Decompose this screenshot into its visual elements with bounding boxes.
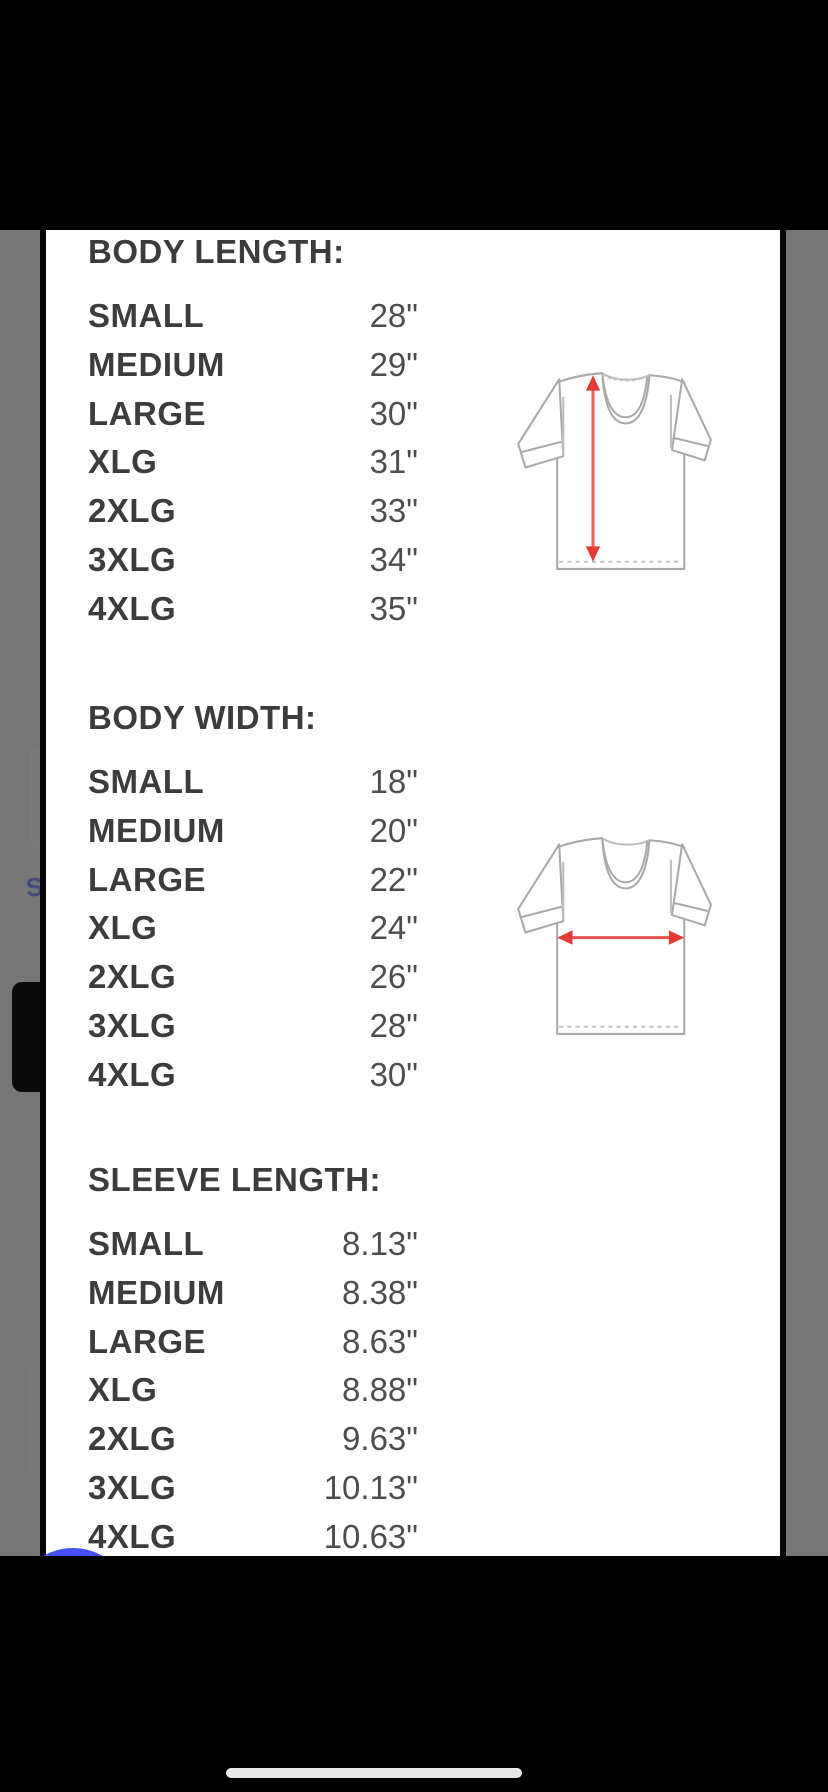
- size-label: XLG: [88, 443, 158, 481]
- size-row: SMALL 28": [46, 292, 686, 341]
- size-label: 4XLG: [88, 1055, 177, 1093]
- section-rows: SMALL 8.13" MEDIUM 8.38" LARGE 8.63" XLG…: [46, 1220, 686, 1562]
- section-heading: BODY LENGTH:: [88, 233, 345, 270]
- size-chart-modal: ✕ BODY LENGTH: SMALL 28" MEDIUM 29" LARG…: [40, 194, 786, 1792]
- size-value: 24": [369, 909, 418, 947]
- size-row: LARGE 8.63": [46, 1318, 686, 1367]
- size-value: 30": [369, 1055, 418, 1093]
- size-row: LARGE 30": [46, 390, 686, 439]
- size-row: 2XLG 26": [46, 953, 686, 1002]
- size-row: 4XLG 35": [46, 585, 686, 634]
- tshirt-body-width-illustration: [510, 831, 715, 1036]
- size-row: MEDIUM 8.38": [46, 1269, 686, 1318]
- size-row: MEDIUM 29": [46, 341, 686, 390]
- top-black-band: [0, 0, 828, 230]
- size-row: SMALL 18": [46, 758, 686, 807]
- size-value: 29": [369, 345, 418, 383]
- section-heading: BODY WIDTH:: [88, 699, 317, 736]
- size-row: XLG 8.88": [46, 1366, 686, 1415]
- size-label: 3XLG: [88, 540, 177, 578]
- size-value: 8.38": [342, 1273, 418, 1311]
- size-label: XLG: [88, 1371, 158, 1409]
- size-label: 2XLG: [88, 1420, 177, 1458]
- section-rows: SMALL 28" MEDIUM 29" LARGE 30" XLG 31" 2…: [46, 292, 686, 634]
- size-value: 8.88": [342, 1371, 418, 1409]
- size-value: 28": [369, 297, 418, 334]
- size-value: 18": [369, 763, 418, 800]
- size-value: 9.63": [342, 1420, 418, 1458]
- size-value: 10.63": [323, 1517, 418, 1555]
- size-value: 20": [369, 811, 418, 849]
- size-value: 8.63": [342, 1322, 418, 1360]
- size-label: MEDIUM: [88, 345, 225, 383]
- size-value: 30": [369, 394, 418, 432]
- size-label: SMALL: [88, 297, 205, 334]
- size-label: SMALL: [88, 1225, 205, 1262]
- size-value: 8.13": [342, 1225, 418, 1262]
- size-row: SMALL 8.13": [46, 1220, 686, 1269]
- home-indicator[interactable]: [226, 1768, 522, 1778]
- size-value: 28": [369, 1006, 418, 1044]
- bottom-black-band: [0, 1556, 828, 1792]
- size-row: LARGE 22": [46, 856, 686, 905]
- size-value: 10.13": [323, 1468, 418, 1506]
- size-value: 22": [369, 860, 418, 898]
- size-label: SMALL: [88, 763, 205, 800]
- section-heading: SLEEVE LENGTH:: [88, 1161, 382, 1198]
- size-label: MEDIUM: [88, 1273, 225, 1311]
- tshirt-body-length-illustration: [510, 366, 715, 571]
- size-label: LARGE: [88, 394, 206, 432]
- size-label: 4XLG: [88, 589, 177, 627]
- size-value: 26": [369, 958, 418, 996]
- size-row: 3XLG 34": [46, 536, 686, 585]
- size-label: 2XLG: [88, 958, 177, 996]
- size-label: LARGE: [88, 860, 206, 898]
- section-rows: SMALL 18" MEDIUM 20" LARGE 22" XLG 24" 2…: [46, 758, 686, 1100]
- size-label: 2XLG: [88, 492, 177, 530]
- size-row: 3XLG 10.13": [46, 1464, 686, 1513]
- size-row: 4XLG 30": [46, 1051, 686, 1100]
- size-value: 33": [369, 492, 418, 530]
- size-row: XLG 24": [46, 904, 686, 953]
- size-label: 3XLG: [88, 1468, 177, 1506]
- size-row: 3XLG 28": [46, 1002, 686, 1051]
- size-row: 4XLG 10.63": [46, 1513, 686, 1562]
- size-value: 34": [369, 540, 418, 578]
- size-row: 2XLG 33": [46, 487, 686, 536]
- size-row: XLG 31": [46, 438, 686, 487]
- size-label: 3XLG: [88, 1006, 177, 1044]
- size-value: 31": [369, 443, 418, 481]
- size-label: 4XLG: [88, 1517, 177, 1555]
- size-row: MEDIUM 20": [46, 807, 686, 856]
- size-value: 35": [369, 589, 418, 627]
- size-label: XLG: [88, 909, 158, 947]
- size-row: 2XLG 9.63": [46, 1415, 686, 1464]
- size-label: LARGE: [88, 1322, 206, 1360]
- size-label: MEDIUM: [88, 811, 225, 849]
